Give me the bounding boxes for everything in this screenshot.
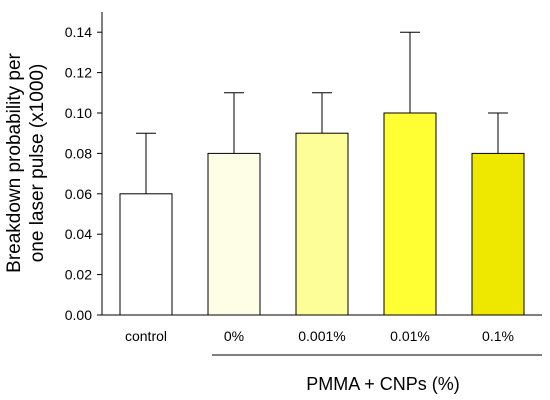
y-tick-label: 0.00: [65, 307, 92, 323]
y-tick-label: 0.14: [65, 24, 92, 40]
bar: [383, 112, 437, 316]
bar: [207, 152, 261, 316]
y-tick-label: 0.12: [65, 65, 92, 81]
y-axis-title-line2: one laser pulse (x1000): [27, 64, 48, 263]
y-tick-label: 0.08: [65, 145, 92, 161]
bars-layer: [119, 112, 525, 316]
axes-layer: [97, 12, 542, 316]
bar: [119, 193, 173, 316]
group-label: PMMA + CNPs (%): [306, 374, 460, 394]
y-tick-label: 0.02: [65, 267, 92, 283]
x-tick-label: 0.001%: [298, 328, 345, 344]
labels-layer: control 0% 0.001% 0.01% 0.1% 0.00 0.02 0.04 0.06…: [65, 24, 514, 344]
y-tick-label: 0.10: [65, 105, 92, 121]
y-axis-title-line1: Breakdown probability per: [4, 52, 25, 272]
x-tick-label: 0.01%: [390, 328, 430, 344]
error-bars-layer: [136, 31, 508, 194]
bar: [295, 132, 349, 316]
x-tick-label: control: [125, 328, 167, 344]
bar: [471, 152, 525, 316]
y-tick-label: 0.06: [65, 186, 92, 202]
y-tick-label: 0.04: [65, 226, 92, 242]
x-tick-label: 0.1%: [482, 328, 514, 344]
x-tick-label: 0%: [224, 328, 244, 344]
